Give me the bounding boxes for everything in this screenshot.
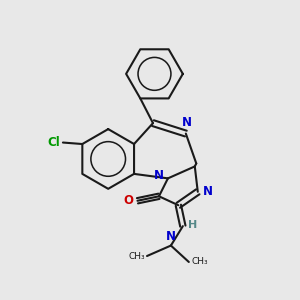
Text: CH₃: CH₃ bbox=[191, 257, 208, 266]
Text: H: H bbox=[188, 220, 197, 230]
Text: N: N bbox=[154, 169, 164, 182]
Text: Cl: Cl bbox=[48, 136, 61, 149]
Text: N: N bbox=[182, 116, 192, 129]
Text: N: N bbox=[166, 230, 176, 243]
Text: N: N bbox=[202, 185, 213, 198]
Text: CH₃: CH₃ bbox=[128, 251, 145, 260]
Text: O: O bbox=[124, 194, 134, 207]
